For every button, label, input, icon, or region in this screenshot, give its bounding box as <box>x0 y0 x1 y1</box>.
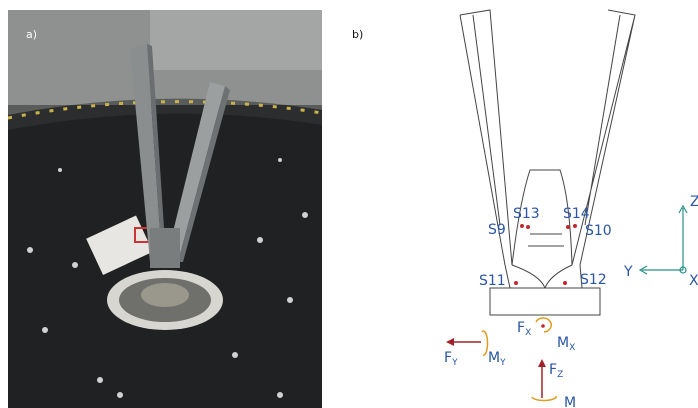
sensor-label: S11 <box>479 273 506 289</box>
load-symbol: F <box>549 362 557 378</box>
load-label: FZ <box>549 362 563 380</box>
axis-label: X <box>689 273 698 289</box>
load-label: FX <box>517 320 531 338</box>
photo <box>8 10 322 408</box>
sensor-label: S13 <box>513 206 540 222</box>
panel-label: b) <box>352 28 363 41</box>
tower-outline <box>460 10 635 315</box>
load-symbol: F <box>444 350 452 366</box>
sensor-label: S9 <box>488 222 506 238</box>
load-label: M <box>564 395 576 408</box>
load-label: MY <box>488 350 506 368</box>
load-subscript: Z <box>557 370 563 380</box>
load-symbol: M <box>557 335 569 351</box>
panel-label: a) <box>26 28 37 41</box>
axis-label: Y <box>623 264 633 280</box>
load-subscript: Y <box>499 358 506 368</box>
sensor-label: S12 <box>580 272 607 288</box>
load-subscript: Y <box>451 358 458 368</box>
axis-label: Z <box>690 194 698 210</box>
sensor-dots <box>514 224 577 285</box>
load-symbol: F <box>517 320 525 336</box>
load-subscript: X <box>569 343 575 353</box>
load-label: MX <box>557 335 575 353</box>
sensor-label: S10 <box>585 223 612 239</box>
load-symbol: M <box>488 350 500 366</box>
axes <box>640 206 687 274</box>
sensor-label: S14 <box>563 206 590 222</box>
load-label: FY <box>444 350 458 368</box>
figure: a) b) S13 S14 S9 S10 S11 S12 Z Y X FX MX… <box>0 0 698 408</box>
load-subscript: X <box>525 328 531 338</box>
load-symbol: M <box>564 395 576 408</box>
